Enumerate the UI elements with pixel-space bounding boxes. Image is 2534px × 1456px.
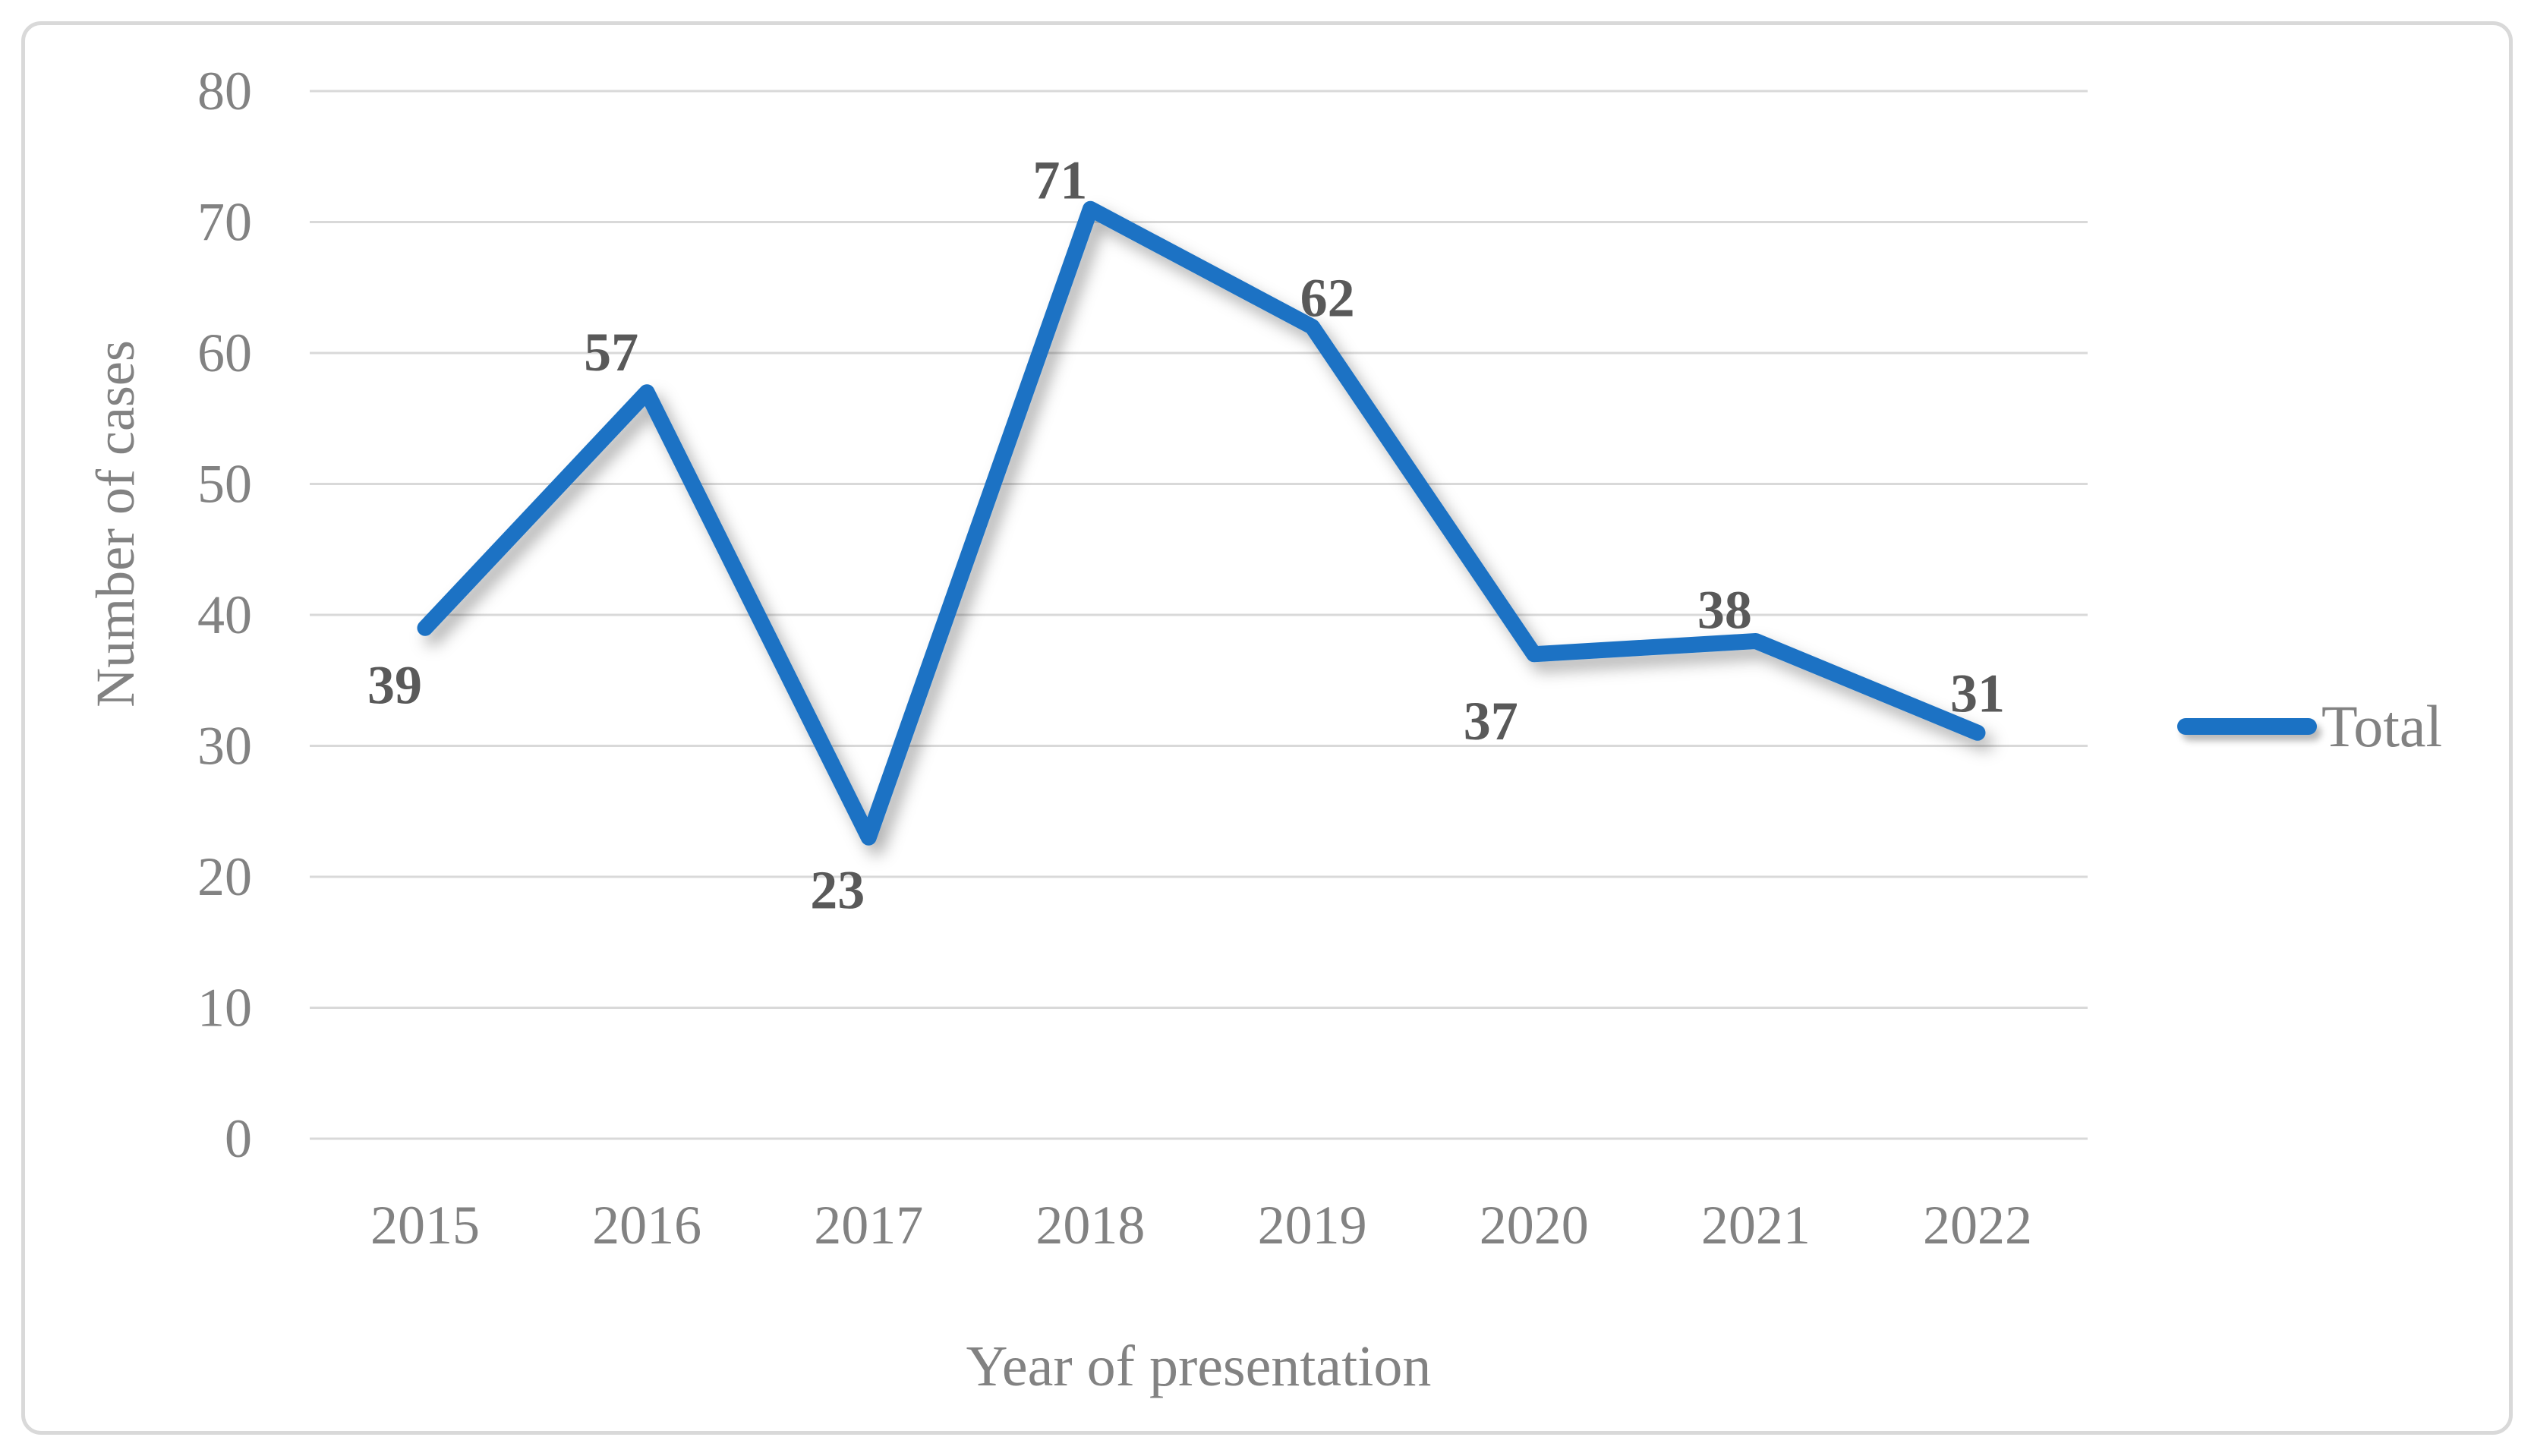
y-tick-label: 0	[225, 1108, 252, 1169]
data-label: 71	[1032, 150, 1087, 210]
y-tick-label: 20	[197, 846, 252, 907]
legend: Total	[2177, 697, 2442, 756]
data-label: 31	[1950, 663, 2005, 723]
data-label: 39	[367, 654, 422, 715]
x-tick-label: 2019	[1258, 1195, 1367, 1256]
x-tick-label: 2016	[592, 1195, 701, 1256]
x-tick-label: 2017	[814, 1195, 923, 1256]
x-tick-label: 2022	[1923, 1195, 2032, 1256]
series-line-group	[417, 200, 1986, 846]
data-label: 23	[810, 859, 865, 920]
y-tick-label: 10	[197, 978, 252, 1038]
chart-border	[21, 21, 2513, 1435]
y-tick-label: 80	[197, 61, 252, 121]
y-tick-label: 40	[197, 585, 252, 645]
series-line-total	[417, 200, 1986, 846]
x-tick-label: 2021	[1701, 1195, 1811, 1256]
data-label: 57	[584, 322, 638, 383]
x-axis-title: Year of presentation	[966, 1335, 1432, 1398]
x-axis-tick-labels: 2015 2016 2017 2018 2019 2020 2021 2022	[370, 1195, 2032, 1256]
legend-line-swatch	[2177, 718, 2317, 735]
data-label: 62	[1300, 268, 1355, 329]
legend-label: Total	[2321, 693, 2443, 759]
y-tick-label: 60	[197, 323, 252, 383]
y-tick-label: 50	[197, 454, 252, 515]
y-axis-tick-labels: 0 10 20 30 40 50 60 70 80	[197, 61, 252, 1169]
x-tick-label: 2020	[1480, 1195, 1589, 1256]
data-label: 37	[1464, 691, 1518, 752]
y-tick-label: 70	[197, 192, 252, 253]
gridlines	[310, 90, 2088, 1140]
x-tick-label: 2015	[370, 1195, 480, 1256]
y-tick-label: 30	[197, 716, 252, 777]
data-label: 38	[1697, 580, 1752, 641]
x-tick-label: 2018	[1035, 1195, 1145, 1256]
y-axis-title: Number of cases	[85, 340, 146, 708]
data-labels: 39 57 23 71 62 37 38 31	[367, 150, 2005, 920]
